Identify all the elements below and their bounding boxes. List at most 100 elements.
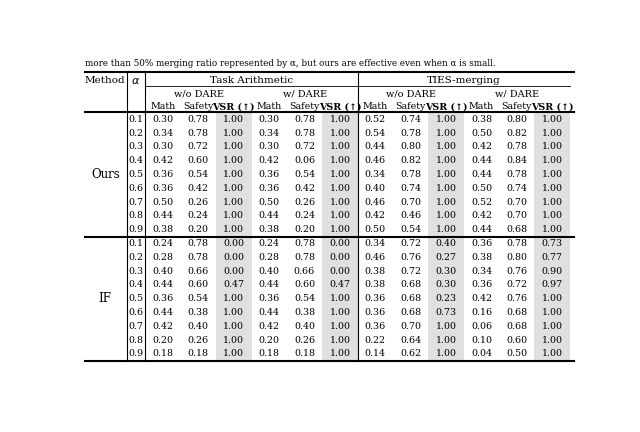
Text: 0.52: 0.52 <box>365 115 386 124</box>
Text: 1.00: 1.00 <box>223 170 244 179</box>
Text: 1.00: 1.00 <box>436 156 456 165</box>
Text: 0.72: 0.72 <box>400 239 421 248</box>
Text: 0.26: 0.26 <box>294 336 315 345</box>
Text: 1.00: 1.00 <box>541 156 563 165</box>
Text: 0.30: 0.30 <box>435 280 456 289</box>
Text: 0.90: 0.90 <box>541 267 563 276</box>
Text: 0.50: 0.50 <box>152 197 173 206</box>
Text: 0.24: 0.24 <box>294 211 315 220</box>
Text: 0.64: 0.64 <box>400 336 421 345</box>
Text: 0.38: 0.38 <box>259 225 280 234</box>
Text: 0.60: 0.60 <box>188 280 209 289</box>
Text: 0.42: 0.42 <box>152 322 173 331</box>
Text: 0.36: 0.36 <box>152 170 173 179</box>
Text: 0.5: 0.5 <box>128 170 143 179</box>
Text: 0.46: 0.46 <box>365 156 386 165</box>
Text: 0.34: 0.34 <box>259 129 280 137</box>
Text: 0.8: 0.8 <box>128 336 143 345</box>
Text: 0.27: 0.27 <box>436 253 456 262</box>
Text: 0.47: 0.47 <box>330 280 351 289</box>
Text: 0.5: 0.5 <box>128 294 143 303</box>
Text: 0.42: 0.42 <box>152 156 173 165</box>
Bar <box>216 112 252 237</box>
Text: 0.84: 0.84 <box>506 156 527 165</box>
Text: 1.00: 1.00 <box>436 197 456 206</box>
Text: 0.18: 0.18 <box>259 349 280 359</box>
Text: 0.24: 0.24 <box>188 211 209 220</box>
Text: Safety: Safety <box>396 102 426 111</box>
Text: 1.00: 1.00 <box>330 115 351 124</box>
Text: 0.38: 0.38 <box>365 267 386 276</box>
Text: 0.82: 0.82 <box>506 129 527 137</box>
Text: Safety: Safety <box>502 102 532 111</box>
Text: Ours: Ours <box>91 168 120 181</box>
Text: 0.8: 0.8 <box>128 211 143 220</box>
Text: 1.00: 1.00 <box>223 294 244 303</box>
Bar <box>534 237 570 361</box>
Text: 1.00: 1.00 <box>223 129 244 137</box>
Text: 0.42: 0.42 <box>365 211 386 220</box>
Text: 0.78: 0.78 <box>188 253 209 262</box>
Text: 0.6: 0.6 <box>128 308 143 317</box>
Text: 0.38: 0.38 <box>294 308 315 317</box>
Text: 0.44: 0.44 <box>259 211 280 220</box>
Text: w/o DARE: w/o DARE <box>386 90 436 99</box>
Text: 1.00: 1.00 <box>223 197 244 206</box>
Text: VSR (↑): VSR (↑) <box>531 102 573 111</box>
Text: 0.1: 0.1 <box>128 115 143 124</box>
Text: 1.00: 1.00 <box>436 170 456 179</box>
Text: 0.70: 0.70 <box>400 197 421 206</box>
Text: 0.78: 0.78 <box>294 253 315 262</box>
Bar <box>216 237 252 361</box>
Text: 0.2: 0.2 <box>128 129 143 137</box>
Text: 0.78: 0.78 <box>506 239 527 248</box>
Text: Math: Math <box>469 102 494 111</box>
Text: 0.72: 0.72 <box>188 143 209 151</box>
Text: 0.40: 0.40 <box>188 322 209 331</box>
Text: 0.68: 0.68 <box>506 225 527 234</box>
Text: Safety: Safety <box>183 102 214 111</box>
Text: 0.06: 0.06 <box>471 322 492 331</box>
Text: 1.00: 1.00 <box>436 322 456 331</box>
Text: 0.18: 0.18 <box>152 349 173 359</box>
Text: 0.68: 0.68 <box>400 308 421 317</box>
Text: TIES-merging: TIES-merging <box>427 76 500 86</box>
Text: 0.9: 0.9 <box>128 225 143 234</box>
Text: 0.18: 0.18 <box>294 349 315 359</box>
Text: 0.00: 0.00 <box>223 267 244 276</box>
Text: 0.04: 0.04 <box>471 349 492 359</box>
Text: 0.26: 0.26 <box>188 197 209 206</box>
Text: 0.38: 0.38 <box>471 115 492 124</box>
Text: 0.28: 0.28 <box>259 253 280 262</box>
Text: 0.52: 0.52 <box>471 197 492 206</box>
Text: 1.00: 1.00 <box>541 115 563 124</box>
Text: 0.68: 0.68 <box>506 308 527 317</box>
Text: 0.30: 0.30 <box>259 115 280 124</box>
Text: 0.2: 0.2 <box>128 253 143 262</box>
Text: 0.76: 0.76 <box>400 253 421 262</box>
Text: 0.34: 0.34 <box>365 239 386 248</box>
Text: 0.36: 0.36 <box>259 294 280 303</box>
Text: 0.78: 0.78 <box>294 115 315 124</box>
Text: 0.44: 0.44 <box>471 156 492 165</box>
Text: 1.00: 1.00 <box>330 184 351 193</box>
Text: 1.00: 1.00 <box>541 184 563 193</box>
Text: 0.36: 0.36 <box>152 184 173 193</box>
Text: 1.00: 1.00 <box>330 349 351 359</box>
Text: 0.60: 0.60 <box>506 336 527 345</box>
Text: Method: Method <box>85 76 125 86</box>
Text: 0.40: 0.40 <box>365 184 386 193</box>
Text: Math: Math <box>363 102 388 111</box>
Text: 1.00: 1.00 <box>223 143 244 151</box>
Text: 1.00: 1.00 <box>436 143 456 151</box>
Text: 1.00: 1.00 <box>541 211 563 220</box>
Text: 0.66: 0.66 <box>294 267 315 276</box>
Text: 0.18: 0.18 <box>188 349 209 359</box>
Text: 0.44: 0.44 <box>471 225 492 234</box>
Text: 0.36: 0.36 <box>152 294 173 303</box>
Text: 1.00: 1.00 <box>436 336 456 345</box>
Text: 0.78: 0.78 <box>294 239 315 248</box>
Text: 0.97: 0.97 <box>541 280 563 289</box>
Text: 0.23: 0.23 <box>435 294 456 303</box>
Text: 0.40: 0.40 <box>259 267 280 276</box>
